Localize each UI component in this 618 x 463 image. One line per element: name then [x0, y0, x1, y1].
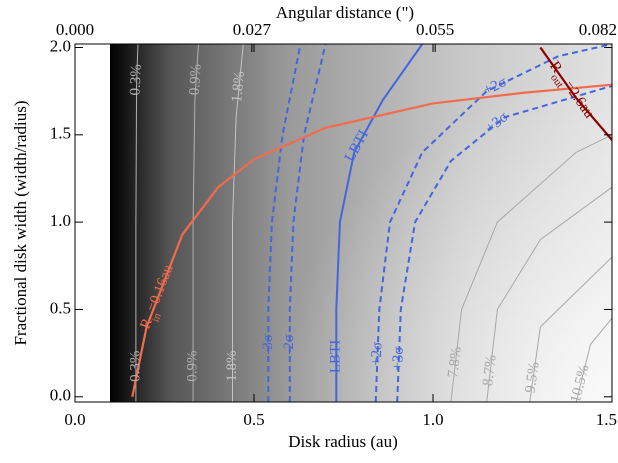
- contour-line: [288, 44, 327, 402]
- contour-label: -3σ: [260, 334, 276, 355]
- contour-line: [232, 44, 244, 402]
- y-axis-label: Fractional disk width (width/radius): [11, 100, 30, 345]
- contour-label: 1.8%: [224, 351, 240, 382]
- contour-label: 0.9%: [185, 351, 201, 382]
- x2-axis-label: Angular distance ("): [276, 3, 414, 22]
- x2-tick-label: 0.000: [56, 20, 94, 39]
- y-tick-label: 1.0: [50, 211, 71, 230]
- contour-line: [539, 46, 612, 141]
- curves: [131, 44, 612, 402]
- contour-label: 8.7%: [480, 354, 499, 387]
- x-tick-label: 0.0: [64, 410, 85, 429]
- contour-line: [131, 83, 612, 398]
- contour-label: +2σ: [369, 342, 386, 367]
- x-tick-label: 1.0: [422, 410, 443, 429]
- contour-line: [486, 186, 612, 402]
- y-tick-label: 1.5: [50, 124, 71, 143]
- contour-label: LBTI: [328, 340, 344, 373]
- contour-line: [529, 256, 612, 402]
- x-tick-label: 1.5: [596, 410, 617, 429]
- x2-tick-label: 0.055: [416, 20, 454, 39]
- y-tick-label: 0.5: [50, 298, 71, 317]
- contour-label: -2σ: [281, 334, 297, 355]
- contour-line: [135, 44, 139, 402]
- contour-line: [335, 44, 424, 402]
- contour-label: 1.8%: [229, 70, 248, 103]
- x-axis-label: Disk radius (au): [288, 432, 398, 451]
- contour-label: 0.3%: [128, 64, 145, 96]
- contour-label: 0.9%: [187, 64, 205, 96]
- x-tick-label: 0.5: [243, 410, 264, 429]
- plot-frame: [74, 43, 613, 403]
- contour-line: [575, 317, 612, 402]
- background-glow: [110, 44, 612, 402]
- contour-line: [450, 134, 612, 402]
- contour-label: 9.5%: [522, 361, 542, 394]
- contour-line: [192, 44, 199, 402]
- contour-label: 0.3%: [127, 351, 143, 382]
- x2-tick-label: 0.082: [579, 20, 617, 39]
- x2-tick-label: 0.027: [233, 20, 272, 39]
- contour-label: +3σ: [390, 346, 407, 371]
- contour-line: [374, 44, 612, 402]
- y-tick-label: 0.0: [50, 386, 71, 405]
- contour-label: 7.8%: [445, 346, 464, 379]
- y-tick-label: 2.0: [50, 36, 71, 55]
- contour-line: [267, 44, 302, 402]
